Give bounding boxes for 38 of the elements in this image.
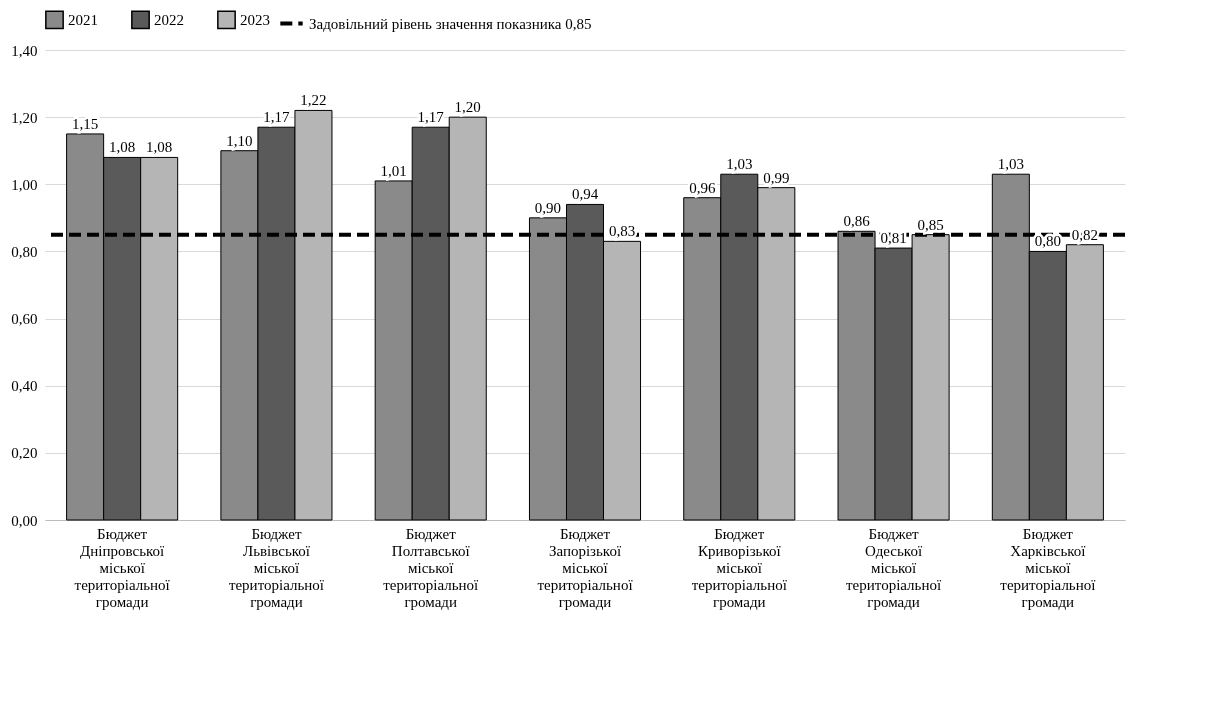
data-label: 1,22 xyxy=(300,92,327,109)
legend-label: 2021 xyxy=(68,11,98,28)
y-tick-label: 0,00 xyxy=(11,512,38,529)
y-tick-label: 1,00 xyxy=(11,176,38,193)
data-label: 1,15 xyxy=(71,115,99,132)
data-label: 1,08 xyxy=(109,139,136,156)
data-label: 1,08 xyxy=(146,139,173,156)
legend-label: 2022 xyxy=(154,11,184,28)
data-label: 1,17 xyxy=(417,109,445,126)
data-label: 0,85 xyxy=(917,216,944,233)
x-tick-label: Бюджет Одеської міської територіальної громади xyxy=(846,525,942,610)
legend-label: Задовільний рівень значення показника 0,85 xyxy=(309,15,592,32)
y-tick-label: 1,40 xyxy=(11,42,38,59)
x-tick-label: Бюджет Львівської міської територіальної громади xyxy=(228,525,325,610)
x-tick-label: Бюджет Полтавської міської територіальної громади xyxy=(383,525,480,610)
legend-label: 2023 xyxy=(240,11,270,28)
data-label: 0,96 xyxy=(689,179,716,196)
y-tick-label: 1,20 xyxy=(11,109,38,126)
data-label: 1,03 xyxy=(726,156,753,173)
data-label: 1,01 xyxy=(380,162,407,179)
y-tick-label: 0,40 xyxy=(11,378,38,395)
y-tick-label: 0,80 xyxy=(11,243,38,260)
data-label: 0,86 xyxy=(843,213,871,230)
x-tick-label: Бюджет Запорізької міської територіальної громади xyxy=(537,525,634,610)
data-label: 0,90 xyxy=(534,199,562,216)
y-tick-label: 0,20 xyxy=(11,445,38,462)
x-tick-label: Бюджет Криворізької міської територіальної громади xyxy=(691,525,788,610)
data-label: 0,82 xyxy=(1071,226,1099,243)
y-tick-label: 0,60 xyxy=(11,311,38,328)
data-label: 1,10 xyxy=(226,132,253,149)
data-label: 0,80 xyxy=(1034,233,1061,250)
data-label: 1,03 xyxy=(997,156,1024,173)
data-label: 1,20 xyxy=(454,99,481,116)
data-label: 0,94 xyxy=(571,186,599,203)
data-label: 1,17 xyxy=(263,109,291,126)
data-label: 0,99 xyxy=(763,169,790,186)
x-tick-label: Бюджет Харківської міської територіальної громади xyxy=(1000,525,1097,610)
x-tick-label: Бюджет Дніпровської міської територіальної громади xyxy=(74,525,171,610)
